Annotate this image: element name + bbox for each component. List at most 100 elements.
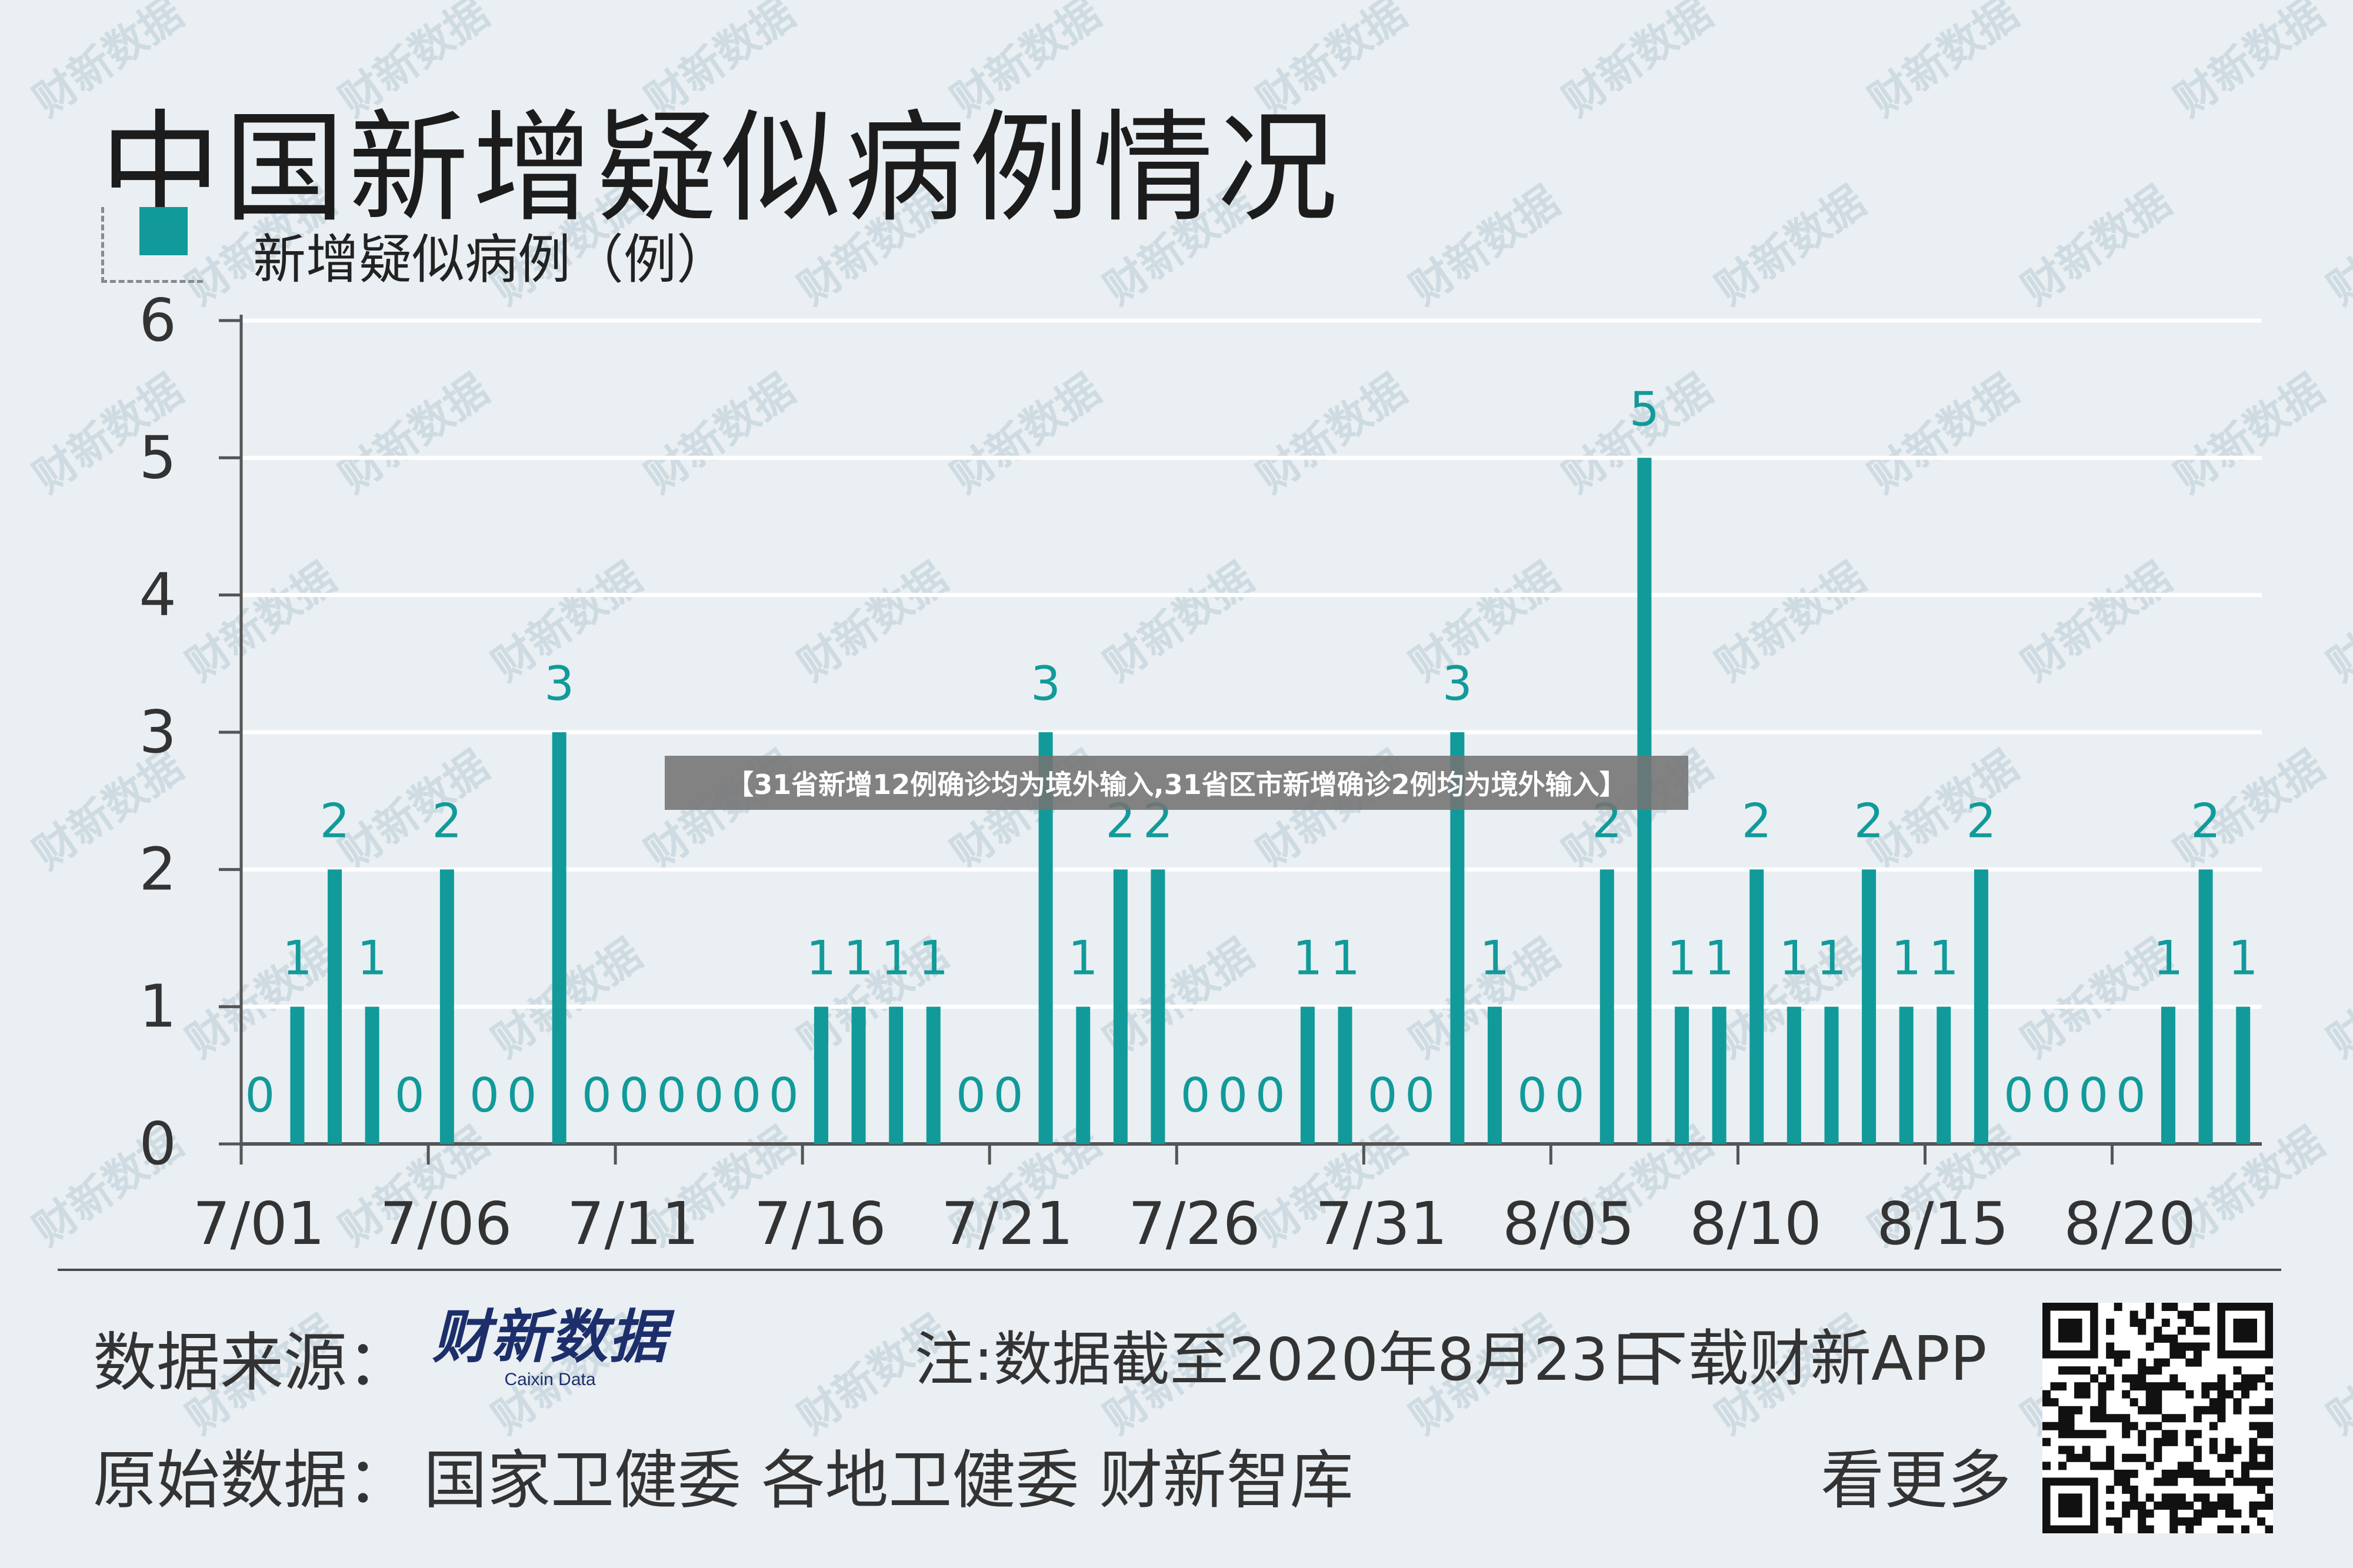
qr-module [2169, 1382, 2178, 1391]
watermark-text: 财新数据 [2319, 553, 2353, 690]
watermark-text: 财新数据 [1095, 553, 1262, 690]
qr-module [2106, 1350, 2115, 1359]
qr-module [2066, 1366, 2075, 1375]
qr-module [2122, 1414, 2131, 1423]
data-label: 1 [2154, 931, 2184, 986]
qr-module [2074, 1430, 2083, 1439]
data-label: 1 [881, 931, 911, 986]
watermark-text: 财新数据 [2013, 176, 2180, 314]
y-tick-label: 2 [139, 835, 176, 903]
qr-module [2201, 1303, 2210, 1312]
y-tick-label: 0 [139, 1109, 176, 1178]
bar [1937, 1006, 1951, 1144]
x-tick-label: 7/11 [567, 1189, 699, 1258]
qr-module [2257, 1462, 2265, 1470]
data-label: 1 [282, 931, 312, 986]
qr-module [2217, 1382, 2226, 1391]
qr-module [2098, 1406, 2107, 1414]
qr-module [2145, 1525, 2154, 1534]
data-label: 0 [731, 1068, 761, 1123]
qr-module [2066, 1422, 2075, 1430]
qr-module [2177, 1350, 2186, 1359]
data-label: 0 [769, 1068, 799, 1123]
bar [2161, 1006, 2175, 1144]
data-label: 0 [395, 1068, 425, 1123]
data-label: 1 [918, 931, 948, 986]
qr-module [2249, 1509, 2258, 1518]
qr-module [2145, 1462, 2154, 1470]
qr-module [2185, 1342, 2194, 1351]
qr-module [2257, 1422, 2265, 1430]
qr-module [2169, 1493, 2178, 1502]
data-label: 0 [582, 1068, 612, 1123]
data-label: 1 [1704, 931, 1734, 986]
data-label: 1 [1891, 931, 1921, 986]
qr-module [2193, 1509, 2202, 1518]
data-label: 0 [1517, 1068, 1547, 1123]
qr-module [2201, 1326, 2210, 1335]
qr-module [2241, 1462, 2249, 1470]
data-label: 2 [1742, 793, 1772, 848]
watermark-text: 财新数据 [1248, 365, 1415, 502]
qr-module [2106, 1342, 2115, 1351]
qr-module [2177, 1326, 2186, 1335]
qr-module [2145, 1493, 2154, 1502]
qr-code[interactable] [2042, 1303, 2274, 1534]
qr-module [2145, 1406, 2154, 1414]
x-tick-label: 8/20 [2064, 1189, 2196, 1258]
qr-module [2265, 1525, 2274, 1534]
data-label: 1 [806, 931, 836, 986]
bar-series [290, 458, 2251, 1145]
qr-module [2074, 1390, 2083, 1399]
qr-module [2161, 1437, 2170, 1446]
x-tick-label: 7/06 [380, 1189, 512, 1258]
legend-label: 新增疑似病例（例） [253, 229, 729, 291]
data-label: 0 [1218, 1068, 1248, 1123]
grid-lines [241, 318, 2262, 1009]
qr-module [2058, 1382, 2067, 1391]
watermark-text: 财新数据 [1401, 553, 1568, 690]
bar [552, 732, 566, 1144]
bar [1824, 1006, 1839, 1144]
qr-module [2098, 1462, 2107, 1470]
watermark-text: 财新数据 [2166, 0, 2333, 126]
qr-module [2177, 1462, 2186, 1470]
qr-module [2058, 1406, 2067, 1414]
qr-module [2209, 1406, 2218, 1414]
data-label: 0 [694, 1068, 724, 1123]
qr-module [2161, 1501, 2170, 1510]
watermark-text: 财新数据 [942, 365, 1109, 502]
qr-module [2225, 1453, 2234, 1462]
qr-module [2145, 1303, 2154, 1312]
qr-module [2138, 1319, 2147, 1327]
qr-module [2098, 1366, 2107, 1375]
qr-module [2177, 1501, 2186, 1510]
x-tick-label: 7/21 [941, 1189, 1074, 1258]
bar [1151, 869, 1165, 1144]
data-label: 0 [2078, 1068, 2108, 1123]
qr-module [2074, 1382, 2083, 1391]
y-axis: 0 1 2 3 4 5 6 [139, 286, 243, 1178]
qr-module [2074, 1406, 2083, 1414]
legend-box [101, 207, 203, 283]
watermark-text: 财新数据 [1860, 365, 2027, 502]
bar [1787, 1006, 1801, 1144]
qr-module [2169, 1414, 2178, 1423]
qr-module [2129, 1453, 2138, 1462]
bar [1599, 869, 1614, 1144]
qr-module [2257, 1374, 2265, 1383]
bar [1749, 869, 1764, 1144]
watermark-text: 财新数据 [2319, 176, 2353, 314]
bar [1338, 1006, 1352, 1144]
qr-module [2225, 1469, 2234, 1478]
bar [1675, 1006, 1689, 1144]
news-banner[interactable]: 【31省新增12例确诊均为境外输入,31省区市新增确诊2例均为境外输入】 [665, 756, 1688, 810]
qr-module [2177, 1310, 2186, 1319]
bar [1076, 1006, 1091, 1144]
qr-module [2185, 1517, 2194, 1526]
qr-module [2185, 1525, 2194, 1534]
qr-module [2201, 1342, 2210, 1351]
qr-module [2169, 1430, 2178, 1439]
data-label: 1 [2228, 931, 2258, 986]
qr-module [2209, 1477, 2218, 1486]
